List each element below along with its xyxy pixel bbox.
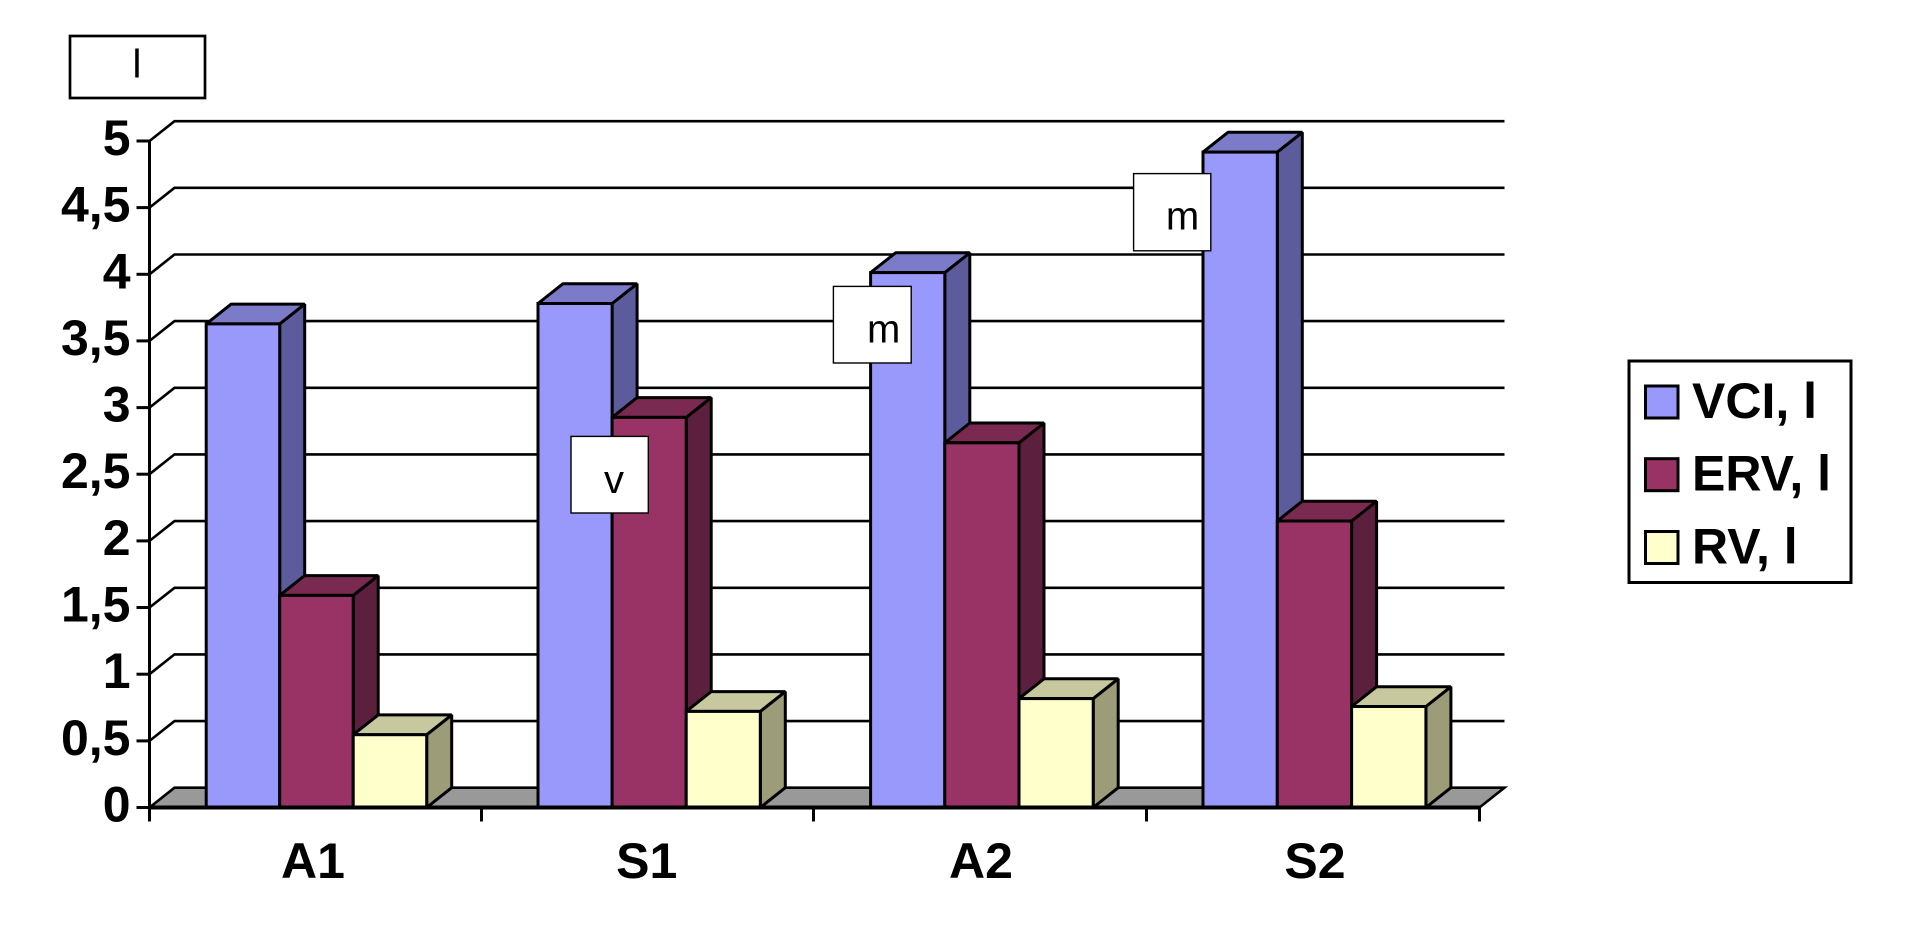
svg-text:ERV, l: ERV, l: [1692, 446, 1831, 502]
svg-text:VCI, l: VCI, l: [1692, 373, 1817, 429]
svg-text:1: 1: [103, 643, 131, 699]
svg-text:m: m: [1166, 195, 1199, 239]
svg-text:l: l: [133, 42, 142, 86]
svg-text:2: 2: [103, 510, 131, 566]
svg-text:4,5: 4,5: [61, 177, 131, 233]
svg-text:v: v: [604, 458, 624, 502]
svg-text:m: m: [867, 308, 900, 352]
svg-text:S2: S2: [1284, 833, 1345, 889]
svg-text:5: 5: [103, 110, 131, 166]
svg-text:A2: A2: [949, 833, 1013, 889]
svg-text:RV, l: RV, l: [1692, 519, 1798, 575]
svg-text:1,5: 1,5: [61, 577, 131, 633]
svg-text:4: 4: [103, 243, 131, 299]
svg-text:S1: S1: [616, 833, 677, 889]
svg-text:0: 0: [103, 777, 131, 833]
svg-text:2,5: 2,5: [61, 443, 131, 499]
svg-text:3: 3: [103, 377, 131, 433]
svg-text:3,5: 3,5: [61, 310, 131, 366]
svg-text:0,5: 0,5: [61, 710, 131, 766]
svg-text:A1: A1: [281, 833, 345, 889]
